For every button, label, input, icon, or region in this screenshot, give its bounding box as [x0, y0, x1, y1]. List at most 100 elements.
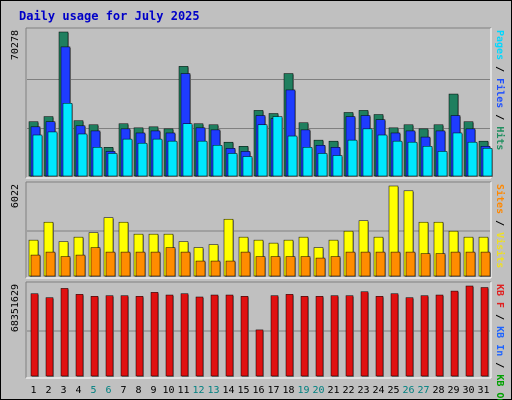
bar-pages-day-20 — [317, 153, 328, 177]
bar-kb-f-day-6 — [105, 295, 114, 377]
legend-entry: Files — [494, 78, 506, 108]
bar-sites-day-28 — [435, 253, 446, 277]
chart-title: Daily usage for July 2025 — [19, 9, 200, 23]
bar-pages-day-28 — [437, 151, 448, 177]
bar-sites-day-8 — [135, 251, 146, 277]
legend-entry: / — [494, 60, 505, 78]
x-tick-label-day-18: 18 — [282, 385, 294, 396]
bar-pages-day-29 — [452, 132, 463, 177]
bar-pages-day-27 — [422, 146, 433, 177]
panel-kbytes: 68351629 KB F / KB In / KB Out — [10, 281, 505, 400]
bar-kb-f-day-4 — [75, 294, 84, 377]
bar-kb-f-day-3 — [60, 288, 69, 377]
x-tick-label-day-30: 30 — [462, 385, 474, 396]
bar-sites-day-11 — [180, 251, 191, 277]
bar-pages-day-13 — [212, 145, 223, 177]
bar-pages-day-24 — [377, 134, 388, 177]
bar-pages-day-9 — [152, 138, 163, 177]
bar-kb-f-day-20 — [315, 296, 324, 377]
bar-kb-f-day-7 — [120, 295, 129, 377]
bar-kb-f-day-21 — [330, 295, 339, 377]
bar-sites-day-31 — [480, 251, 491, 277]
bar-kb-f-day-5 — [90, 296, 99, 377]
panel-max-label: 70278 — [10, 30, 21, 60]
bar-kb-f-day-2 — [45, 297, 54, 377]
legend-entry: / — [494, 108, 505, 126]
bar-sites-day-18 — [285, 256, 296, 277]
bar-sites-day-19 — [300, 256, 311, 277]
bar-kb-f-day-14 — [225, 294, 234, 377]
bar-pages-day-12 — [197, 140, 208, 177]
bar-kb-f-day-9 — [150, 292, 159, 377]
bar-kb-f-day-15 — [240, 296, 249, 377]
bar-sites-day-30 — [465, 251, 476, 277]
bar-kb-f-day-24 — [375, 296, 384, 377]
x-tick-label-day-9: 9 — [150, 385, 156, 396]
bar-sites-day-16 — [255, 256, 266, 277]
legend-entry: Sites — [494, 184, 506, 214]
bar-kb-f-day-12 — [195, 296, 204, 377]
x-tick-label-day-26: 26 — [402, 385, 414, 396]
legend-entry: KB F — [494, 284, 505, 308]
bar-kb-f-day-18 — [285, 294, 294, 377]
bar-sites-day-23 — [360, 251, 371, 277]
bar-sites-day-15 — [240, 251, 251, 277]
panel-visits: 6022 Sites / Visits — [10, 181, 506, 279]
bar-kb-f-day-26 — [405, 297, 414, 377]
legend-entry: KB Out — [494, 374, 505, 400]
bar-pages-day-1 — [32, 134, 43, 177]
panel-max-label: 68351629 — [10, 284, 21, 332]
x-tick-label-day-27: 27 — [417, 385, 429, 396]
bar-sites-day-29 — [450, 251, 461, 277]
bar-kb-f-day-22 — [345, 295, 354, 377]
bar-sites-day-27 — [420, 253, 431, 277]
bar-kb-f-day-10 — [165, 294, 174, 377]
bar-kb-f-day-8 — [135, 296, 144, 377]
bar-pages-day-11 — [182, 123, 193, 177]
x-tick-label-day-6: 6 — [105, 385, 111, 396]
bar-kb-f-day-1 — [30, 293, 39, 377]
bar-kb-f-day-31 — [480, 287, 489, 377]
bar-pages-day-8 — [137, 142, 148, 177]
panel-legend: Sites / Visits — [494, 184, 506, 268]
bar-kb-f-day-17 — [270, 295, 279, 377]
x-tick-label-day-5: 5 — [90, 385, 96, 396]
bar-pages-day-6 — [107, 153, 118, 177]
bar-pages-day-5 — [92, 147, 103, 177]
bar-sites-day-10 — [165, 247, 176, 277]
x-tick-label-day-1: 1 — [30, 385, 36, 396]
legend-entry: / — [494, 356, 505, 374]
bar-sites-day-7 — [120, 251, 131, 277]
x-tick-label-day-7: 7 — [120, 385, 126, 396]
x-tick-label-day-24: 24 — [372, 385, 384, 396]
chart-panels: 70278 Pages / Files / Hits 6022 Sites / Vis… — [10, 27, 506, 400]
x-tick-label-day-31: 31 — [477, 385, 489, 396]
legend-entry: Pages — [494, 30, 505, 60]
bar-pages-day-25 — [392, 140, 403, 177]
bar-kb-f-day-23 — [360, 291, 369, 377]
bar-kb-f-day-16 — [255, 329, 264, 377]
x-tick-label-day-4: 4 — [75, 385, 81, 396]
bar-pages-day-22 — [347, 139, 358, 177]
bar-sites-day-4 — [75, 254, 86, 277]
legend-entry: / — [494, 308, 505, 326]
bar-pages-day-17 — [272, 116, 283, 177]
bar-kb-f-day-29 — [450, 290, 459, 377]
bar-sites-day-13 — [210, 260, 221, 277]
bar-sites-day-24 — [375, 251, 386, 277]
bar-pages-day-23 — [362, 128, 373, 177]
bar-kb-f-day-28 — [435, 294, 444, 377]
x-tick-label-day-21: 21 — [327, 385, 339, 396]
bar-pages-day-16 — [257, 124, 268, 177]
bar-pages-day-3 — [62, 103, 73, 177]
bar-pages-day-21 — [332, 155, 343, 177]
legend-entry: Visits — [494, 232, 506, 268]
bar-kb-f-day-30 — [465, 285, 474, 377]
x-tick-label-day-22: 22 — [342, 385, 354, 396]
x-tick-label-day-28: 28 — [432, 385, 444, 396]
bar-sites-day-26 — [405, 251, 416, 277]
x-tick-label-day-23: 23 — [357, 385, 369, 396]
bar-pages-day-4 — [77, 133, 88, 177]
x-tick-label-day-11: 11 — [177, 385, 189, 396]
